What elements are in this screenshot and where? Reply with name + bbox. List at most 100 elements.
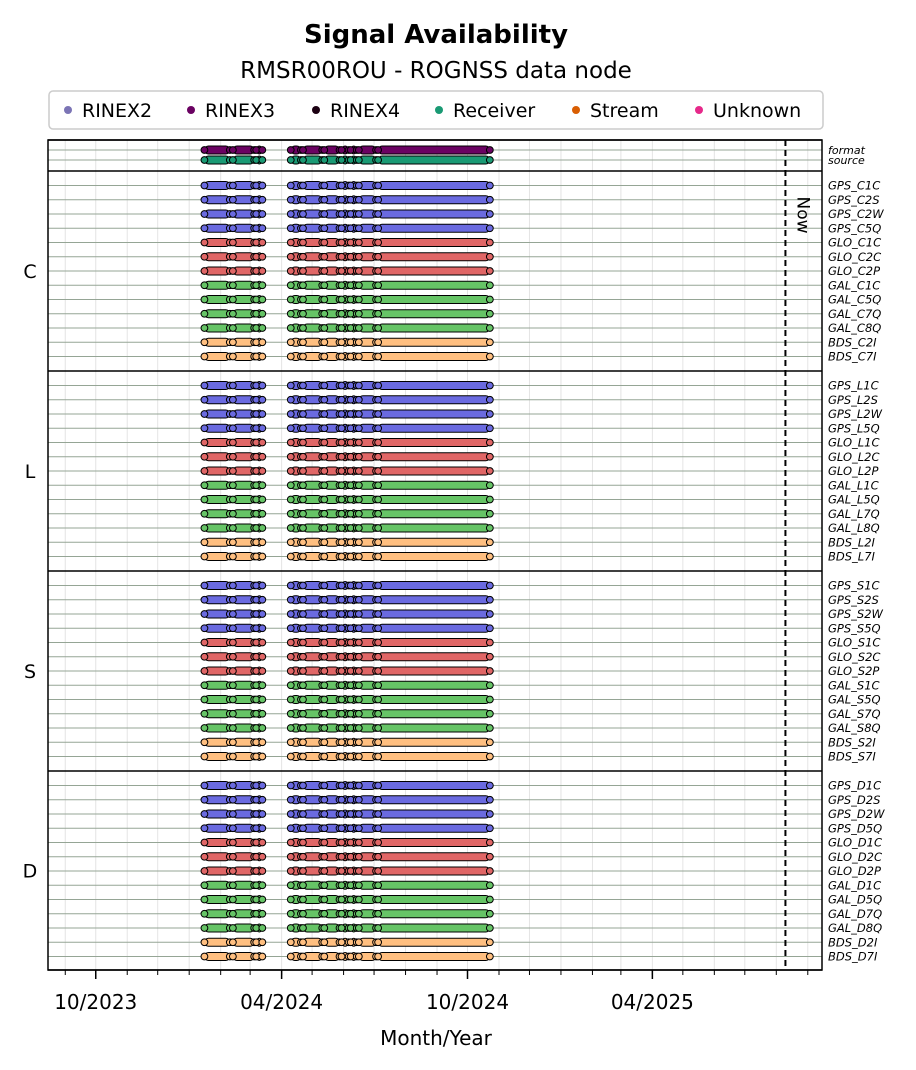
bar-start-bds_s7i: [374, 752, 383, 761]
bar-start-gps_l2w: [354, 410, 363, 418]
bar-start-gal_s1c: [299, 681, 307, 690]
bar-gps_s1c: [377, 581, 491, 590]
bar-start-gps_c1c: [299, 181, 307, 190]
row-label-source: source: [828, 154, 865, 167]
bar-gps_d2w: [377, 809, 491, 819]
bar-end-gal_s5q: [485, 695, 494, 704]
bar-start-gps_d2s: [228, 795, 237, 804]
bar-start-gal_s1c: [337, 681, 346, 690]
bar-end-bds_d7i: [258, 952, 267, 961]
bar-start-gal_s7q: [286, 709, 295, 718]
bar-end-bds_l7i: [258, 552, 267, 561]
bar-start-bds_c7i: [200, 352, 209, 361]
plot-frame: [47, 139, 823, 971]
bar-end-gps_l2s: [258, 395, 267, 404]
bar-start-gps_c1c: [286, 181, 295, 190]
bar-start-glo_l2c: [320, 452, 329, 461]
bar-start-format: [374, 146, 383, 154]
bar-glo_d2p: [377, 866, 491, 876]
bar-start-gps_d1c: [286, 781, 295, 790]
bar-end-gps_s2s: [485, 595, 494, 604]
bar-start-glo_d1c: [200, 838, 209, 847]
bar-start-glo_d2c: [299, 852, 307, 861]
bar-start-gal_l7q: [337, 509, 346, 518]
row-label-gps_s2w: GPS_S2W: [828, 607, 884, 621]
bar-start-glo_s2p: [374, 667, 383, 675]
bar-start-gps_d2w: [200, 810, 209, 818]
bar-start-gal_d8q: [286, 924, 295, 932]
bar-start-gal_l1c: [320, 481, 329, 490]
bar-start-gps_l1c: [374, 381, 383, 390]
bar-start-glo_s2c: [320, 652, 329, 661]
bar-start-format: [354, 146, 363, 154]
legend-marker-unknown: [695, 106, 703, 114]
row-label-glo_l1c: GLO_L1C: [828, 436, 880, 450]
bar-gps_d5q: [377, 823, 491, 833]
bar-start-gps_l2s: [354, 395, 363, 404]
bar-start-gal_s8q: [299, 724, 307, 732]
legend-marker-receiver: [435, 106, 443, 114]
bar-start-gal_c5q: [286, 295, 295, 304]
bar-start-gps_d5q: [374, 824, 383, 833]
bar-gps_d2s: [377, 795, 491, 805]
bar-start-glo_c2p: [374, 267, 383, 275]
bar-end-bds_s2i: [485, 738, 494, 747]
bar-start-gps_l2s: [228, 395, 237, 404]
bar-start-glo_l1c: [374, 438, 383, 447]
bar-start-gps_c2s: [228, 195, 237, 204]
bar-start-gal_l8q: [337, 524, 346, 532]
row-label-gal_s7q: GAL_S7Q: [828, 707, 881, 721]
bar-start-glo_c2c: [200, 252, 209, 261]
row-label-glo_c2c: GLO_C2C: [828, 250, 881, 264]
bar-start-gal_d5q: [320, 895, 329, 904]
row-label-gal_c5q: GAL_C5Q: [828, 293, 881, 307]
bar-end-gps_s2w: [258, 610, 267, 618]
bar-end-glo_c2p: [258, 267, 267, 275]
bar-end-gal_d8q: [485, 924, 494, 932]
bar-start-gps_d2s: [337, 795, 346, 804]
bar-gps_s5q: [377, 623, 491, 633]
bar-end-gal_c5q: [258, 295, 267, 304]
bar-start-gal_s7q: [299, 709, 307, 718]
group-label-c: C: [23, 261, 36, 283]
bar-start-source: [286, 156, 295, 164]
bar-start-gps_c2s: [354, 195, 363, 204]
bar-start-gps_l5q: [354, 424, 363, 433]
bar-start-bds_c2i: [286, 338, 295, 347]
bar-start-gps_l2s: [286, 395, 295, 404]
bar-end-bds_d2i: [258, 938, 267, 947]
bar-start-bds_d2i: [337, 938, 346, 947]
bar-start-gal_c8q: [299, 324, 307, 332]
row-label-gal_l7q: GAL_L7Q: [828, 507, 880, 521]
bar-start-glo_l2p: [320, 467, 329, 475]
bar-bds_d7i: [377, 952, 491, 961]
bar-start-gal_c8q: [320, 324, 329, 332]
bar-start-gps_s5q: [337, 624, 346, 633]
bar-start-gal_d5q: [228, 895, 237, 904]
bar-gal_s8q: [377, 723, 491, 733]
bar-start-source: [320, 156, 329, 164]
bar-start-bds_c7i: [228, 352, 237, 361]
bar-start-glo_l2p: [337, 467, 346, 475]
bar-start-gal_c8q: [286, 324, 295, 332]
group-label-s: S: [24, 661, 36, 683]
legend-marker-rinex4: [312, 106, 320, 114]
bar-start-gps_s5q: [200, 624, 209, 633]
bar-glo_c2c: [377, 252, 491, 262]
bar-start-glo_l2p: [228, 467, 237, 475]
bar-start-gps_s2w: [354, 610, 363, 618]
row-label-glo_l2c: GLO_L2C: [828, 450, 880, 464]
bar-start-bds_l7i: [354, 552, 363, 561]
bar-gal_d5q: [377, 895, 491, 904]
bar-start-bds_l7i: [299, 552, 307, 561]
bar-start-glo_s2c: [337, 652, 346, 661]
bar-end-gps_c2w: [485, 210, 494, 218]
bar-start-bds_d7i: [337, 952, 346, 961]
bar-gal_s7q: [377, 709, 491, 719]
bar-start-bds_l2i: [299, 538, 307, 547]
bar-start-gps_l2w: [299, 410, 307, 418]
bar-start-gps_d2w: [354, 810, 363, 818]
bar-gal_d7q: [377, 909, 491, 919]
bar-start-gps_d1c: [374, 781, 383, 790]
